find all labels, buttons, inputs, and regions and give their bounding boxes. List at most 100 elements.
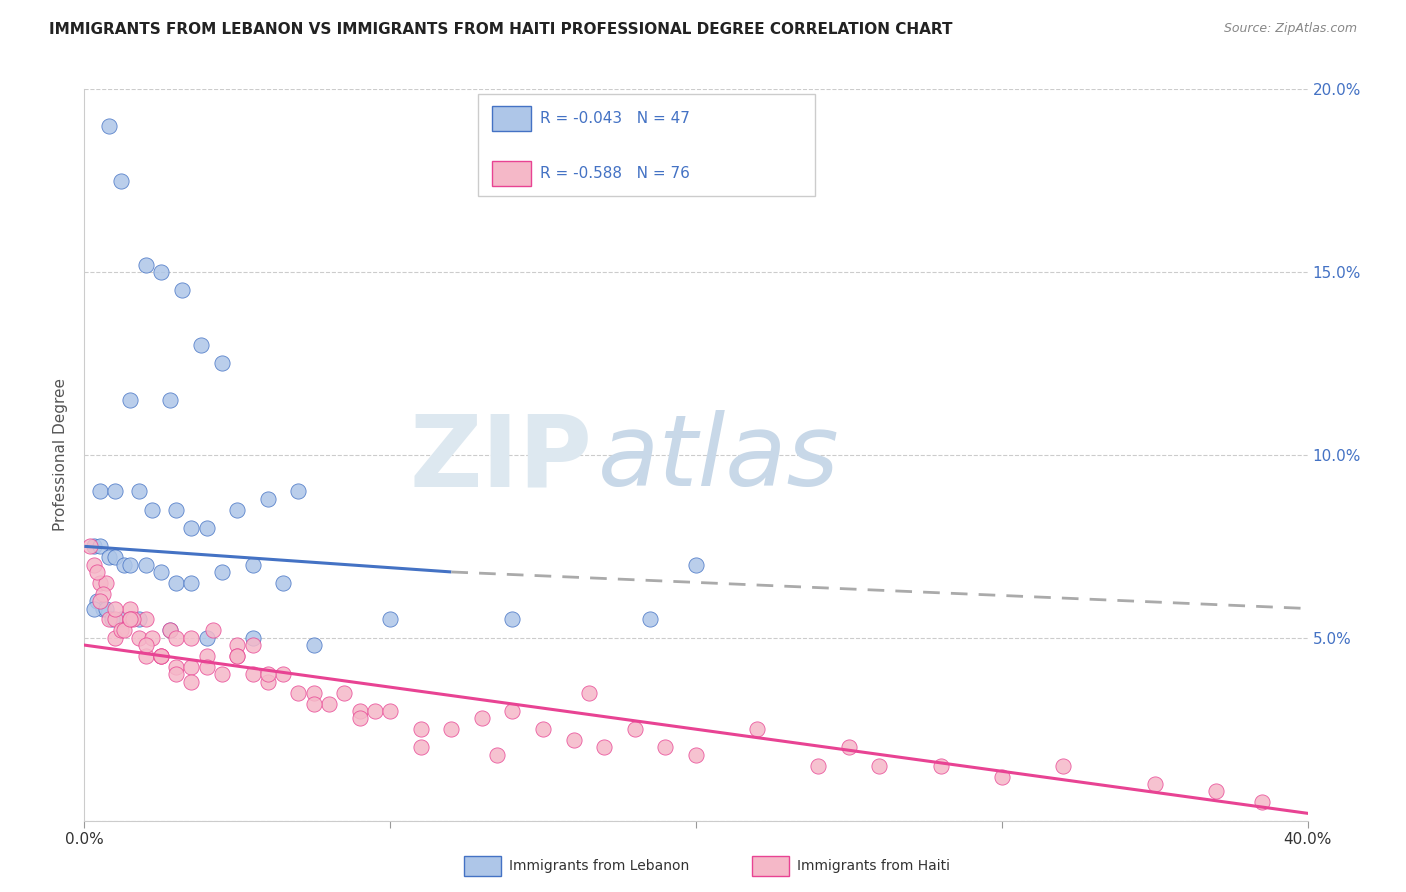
Point [101,613,124,627]
Point [929,758,952,772]
Point [86,565,108,579]
Point [349,704,371,718]
Point [128,631,150,645]
Point [302,638,325,652]
Text: Immigrants from Lebanon: Immigrants from Lebanon [509,859,689,873]
Point [180,660,202,674]
Point [242,558,264,572]
Point [149,649,172,664]
Point [502,613,524,627]
Point [440,723,463,737]
Text: IMMIGRANTS FROM LEBANON VS IMMIGRANTS FROM HAITI PROFESSIONAL DEGREE CORRELATION: IMMIGRANTS FROM LEBANON VS IMMIGRANTS FR… [49,22,953,37]
Point [638,613,661,627]
Point [91,587,114,601]
Point [685,747,707,762]
Point [89,539,111,553]
Point [991,770,1014,784]
Point [89,594,111,608]
Point [242,631,264,645]
Point [807,758,830,772]
Point [180,631,202,645]
Point [165,503,187,517]
Point [91,601,114,615]
Point [89,576,111,591]
Point [471,711,494,725]
Point [79,539,101,553]
Point [486,747,509,762]
Point [180,674,202,689]
Point [380,704,402,718]
Point [409,740,432,755]
Point [110,613,132,627]
Point [1250,796,1272,810]
Point [149,649,172,664]
Point [242,667,264,681]
Text: R = -0.588   N = 76: R = -0.588 N = 76 [540,166,690,180]
Point [104,601,127,615]
Point [211,356,233,371]
Point [211,565,233,579]
Point [120,613,142,627]
Point [195,631,218,645]
Point [1143,777,1166,791]
Text: Source: ZipAtlas.com: Source: ZipAtlas.com [1223,22,1357,36]
Point [112,624,135,638]
Point [149,265,172,279]
Point [349,711,371,725]
Point [104,550,127,565]
Point [97,613,120,627]
Point [578,686,600,700]
Point [593,740,616,755]
Point [172,283,194,297]
Point [135,558,157,572]
Point [1205,784,1227,798]
Point [83,558,105,572]
Point [318,697,340,711]
Point [159,624,181,638]
Text: atlas: atlas [598,410,839,507]
Point [149,649,172,664]
Point [271,576,294,591]
Point [128,613,150,627]
Point [242,638,264,652]
Point [333,686,356,700]
Point [141,503,163,517]
Point [1052,758,1074,772]
Point [122,613,145,627]
Point [135,649,157,664]
Point [226,649,249,664]
Point [257,674,280,689]
Point [257,667,280,681]
Point [409,723,432,737]
Point [112,558,135,572]
Point [135,638,157,652]
Point [195,649,218,664]
Point [120,392,142,407]
Point [165,576,187,591]
Point [531,723,554,737]
Point [562,733,585,747]
Text: Immigrants from Haiti: Immigrants from Haiti [797,859,950,873]
Point [110,173,132,188]
Text: ZIP: ZIP [409,410,592,507]
Point [128,484,150,499]
Point [257,491,280,506]
Point [211,667,233,681]
Point [226,638,249,652]
Point [83,601,105,615]
Point [165,631,187,645]
Point [302,686,325,700]
Point [201,624,224,638]
Point [869,758,891,772]
Point [110,624,132,638]
Point [149,565,172,579]
Point [654,740,676,755]
Point [190,338,212,352]
Point [120,558,142,572]
Point [624,723,647,737]
Point [120,601,142,615]
Point [195,660,218,674]
Point [104,613,127,627]
Point [141,631,163,645]
Point [86,594,108,608]
